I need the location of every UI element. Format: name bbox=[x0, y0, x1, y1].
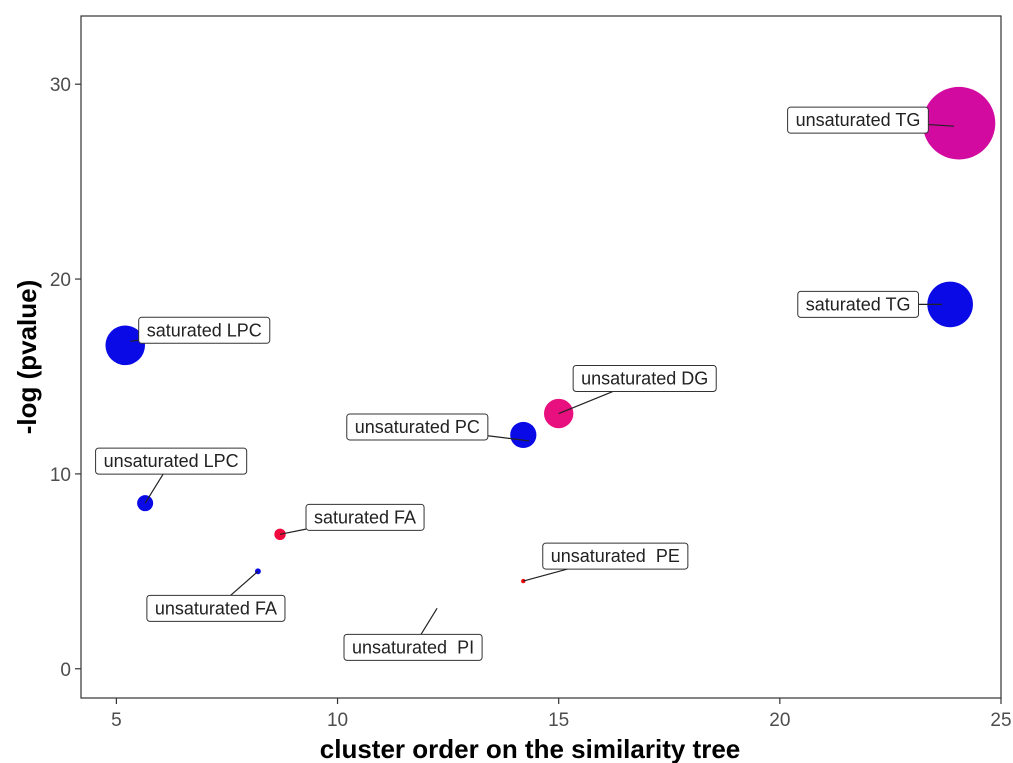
x-axis: 5 10 15 20 25 bbox=[111, 698, 1012, 731]
y-axis-title: -log (pvalue) bbox=[12, 280, 42, 435]
y-axis: 0 10 20 30 bbox=[50, 75, 81, 681]
label-text: unsaturated PE bbox=[551, 546, 680, 566]
label-text: saturated TG bbox=[806, 294, 911, 314]
label-box bbox=[542, 542, 689, 570]
label-box bbox=[305, 503, 425, 531]
y-tick-label: 20 bbox=[50, 270, 71, 291]
data-point bbox=[105, 325, 146, 366]
point-label: saturated LPC bbox=[138, 316, 271, 344]
label-text: saturated FA bbox=[314, 507, 416, 527]
label-text: saturated LPC bbox=[147, 320, 262, 340]
point-label: unsaturated LPC bbox=[95, 447, 248, 475]
leader-line bbox=[487, 435, 530, 442]
label-box bbox=[343, 633, 483, 661]
label-text: unsaturated LPC bbox=[104, 451, 239, 471]
y-tick-label: 30 bbox=[50, 75, 71, 96]
point-label: saturated TG bbox=[797, 290, 920, 318]
label-box bbox=[146, 594, 286, 622]
x-tick-label: 15 bbox=[548, 710, 569, 731]
point-label: unsaturated PC bbox=[346, 413, 489, 441]
y-tick-label: 10 bbox=[50, 465, 71, 486]
data-point bbox=[510, 421, 537, 449]
label-box bbox=[346, 413, 489, 441]
label-text: unsaturated PI bbox=[352, 637, 474, 657]
label-text: unsaturated FA bbox=[155, 598, 277, 618]
y-tick-label: 0 bbox=[60, 660, 71, 681]
x-axis-title: cluster order on the similarity tree bbox=[320, 734, 740, 763]
leader-line bbox=[144, 473, 164, 504]
label-box bbox=[797, 290, 920, 318]
leader-line bbox=[420, 608, 438, 635]
label-box bbox=[138, 316, 271, 344]
point-annotations: unsaturated TG saturated TG saturated LPC u… bbox=[95, 106, 955, 661]
leader-line bbox=[130, 339, 139, 342]
point-label: unsaturated FA bbox=[146, 594, 286, 622]
x-tick-label: 10 bbox=[327, 710, 348, 731]
leader-line bbox=[523, 568, 568, 582]
label-text: unsaturated PC bbox=[355, 417, 480, 437]
x-tick-label: 5 bbox=[111, 710, 122, 731]
x-tick-label: 20 bbox=[769, 710, 790, 731]
point-label: saturated FA bbox=[305, 503, 425, 531]
data-point bbox=[927, 281, 973, 328]
leader-line bbox=[558, 390, 613, 415]
leader-line bbox=[928, 123, 955, 127]
point-label: unsaturated DG bbox=[572, 365, 717, 393]
point-label: unsaturated TG bbox=[787, 106, 929, 134]
leader-line bbox=[279, 528, 307, 535]
data-point bbox=[922, 86, 996, 160]
label-box bbox=[572, 365, 717, 393]
label-box bbox=[787, 106, 929, 134]
data-points bbox=[105, 86, 996, 609]
label-text: unsaturated TG bbox=[796, 110, 921, 130]
label-text: unsaturated DG bbox=[581, 369, 708, 389]
label-box bbox=[95, 447, 248, 475]
leader-line bbox=[230, 570, 259, 596]
x-tick-label: 25 bbox=[990, 710, 1011, 731]
point-label: unsaturated PI bbox=[343, 633, 483, 661]
point-label: unsaturated PE bbox=[542, 542, 689, 570]
